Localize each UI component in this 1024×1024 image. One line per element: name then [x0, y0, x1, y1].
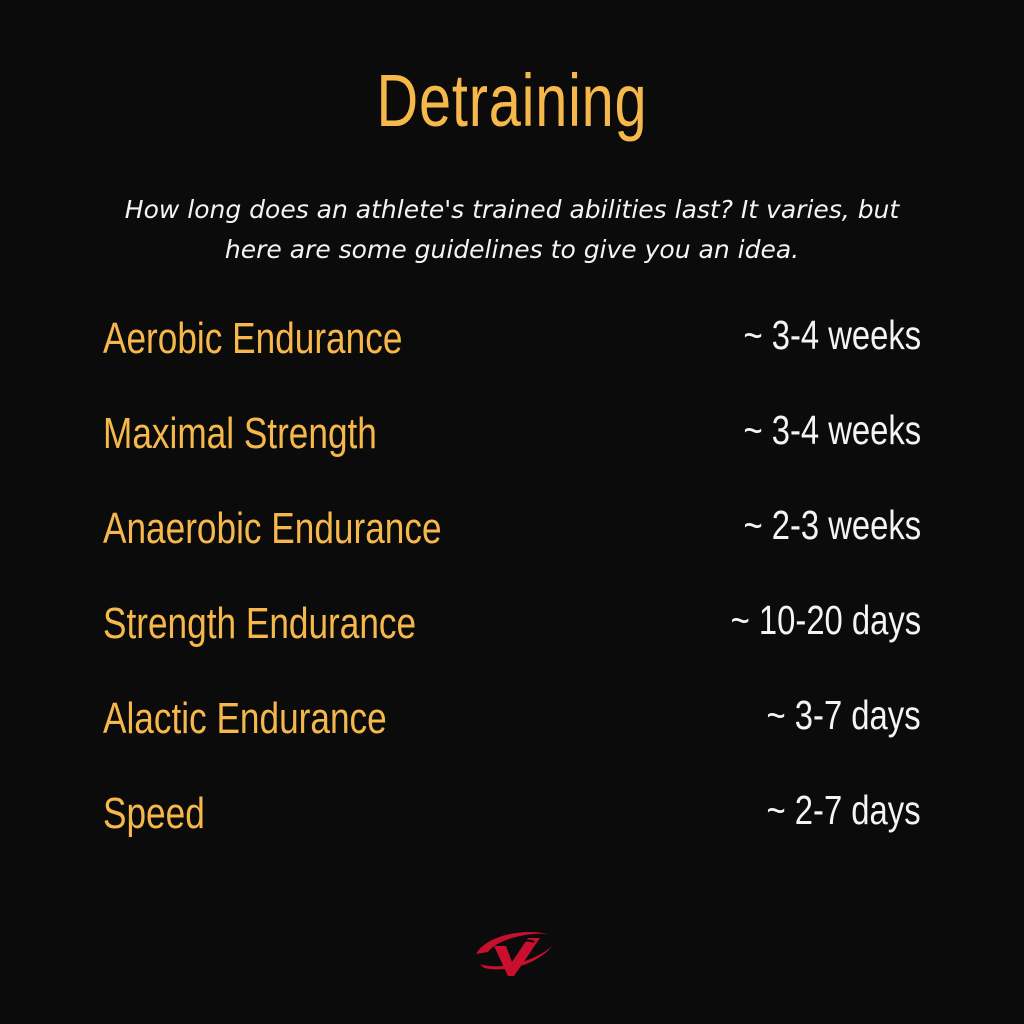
ability-label: Alactic Endurance: [103, 694, 387, 743]
list-item-strength-endurance: Strength Endurance ~ 10-20 days: [103, 597, 921, 694]
ability-label: Aerobic Endurance: [103, 314, 403, 363]
list-item-anaerobic-endurance: Anaerobic Endurance ~ 2-3 weeks: [103, 502, 921, 599]
detraining-list: Aerobic Endurance ~ 3-4 weeks Maximal St…: [103, 312, 921, 884]
page-title: Detraining: [376, 59, 648, 142]
duration-value: ~ 10-20 days: [730, 597, 921, 643]
ability-label: Maximal Strength: [103, 409, 377, 458]
red-swoosh-logo-icon: [476, 932, 552, 976]
ability-label: Anaerobic Endurance: [103, 504, 442, 553]
duration-value: ~ 3-4 weeks: [743, 312, 921, 358]
duration-value: ~ 3-4 weeks: [743, 407, 921, 453]
list-item-speed: Speed ~ 2-7 days: [103, 787, 921, 884]
duration-value: ~ 2-7 days: [766, 787, 921, 833]
list-item-alactic-endurance: Alactic Endurance ~ 3-7 days: [103, 692, 921, 789]
subtitle: How long does an athlete's trained abili…: [0, 190, 1024, 270]
list-item-aerobic-endurance: Aerobic Endurance ~ 3-4 weeks: [103, 312, 921, 409]
ability-label: Strength Endurance: [103, 599, 417, 648]
subtitle-line-1: How long does an athlete's trained abili…: [124, 195, 900, 224]
subtitle-line-2: here are some guidelines to give you an …: [224, 235, 800, 264]
duration-value: ~ 3-7 days: [766, 692, 921, 738]
list-item-maximal-strength: Maximal Strength ~ 3-4 weeks: [103, 407, 921, 504]
ability-label: Speed: [103, 789, 205, 838]
duration-value: ~ 2-3 weeks: [743, 502, 921, 548]
